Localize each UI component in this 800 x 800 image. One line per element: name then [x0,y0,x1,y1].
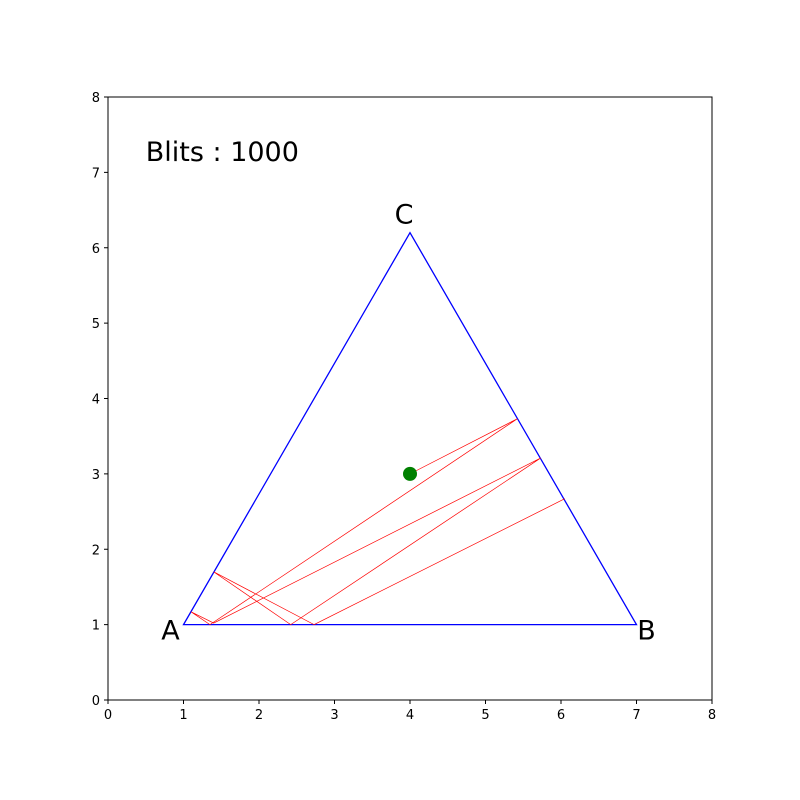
y-tick-label-3: 3 [92,468,100,483]
y-tick-label-2: 2 [92,543,100,558]
y-tick-label-5: 5 [92,317,100,332]
y-tick-label-1: 1 [92,619,100,634]
vertex-label-a: A [161,616,180,647]
x-tick-label-0: 0 [104,708,112,723]
x-tick-label-4: 4 [406,708,414,723]
vertex-label-b: B [637,616,656,647]
current-point-marker [403,466,417,481]
vertex-label-c: C [395,200,414,231]
triangle-outline [182,231,638,626]
x-tick-label-7: 7 [632,708,640,723]
blits-annotation: Blits : 1000 [146,137,299,168]
plot-area: 0 1 2 3 4 5 6 7 8 0 1 2 3 4 5 6 7 8 A B C [92,91,716,723]
y-tick-label-6: 6 [92,242,100,257]
y-tick-label-7: 7 [92,166,100,181]
x-tick-label-8: 8 [708,708,716,723]
x-tick-label-5: 5 [481,708,489,723]
x-tick-label-6: 6 [557,708,565,723]
y-tick-label-4: 4 [92,393,100,408]
x-tick-label-1: 1 [179,708,187,723]
axes-frame [107,96,713,701]
bounce-path [190,418,565,626]
x-tick-label-2: 2 [255,708,263,723]
y-tick-label-8: 8 [92,91,100,106]
y-tick-label-0: 0 [92,694,100,709]
x-tick-label-3: 3 [330,708,338,723]
